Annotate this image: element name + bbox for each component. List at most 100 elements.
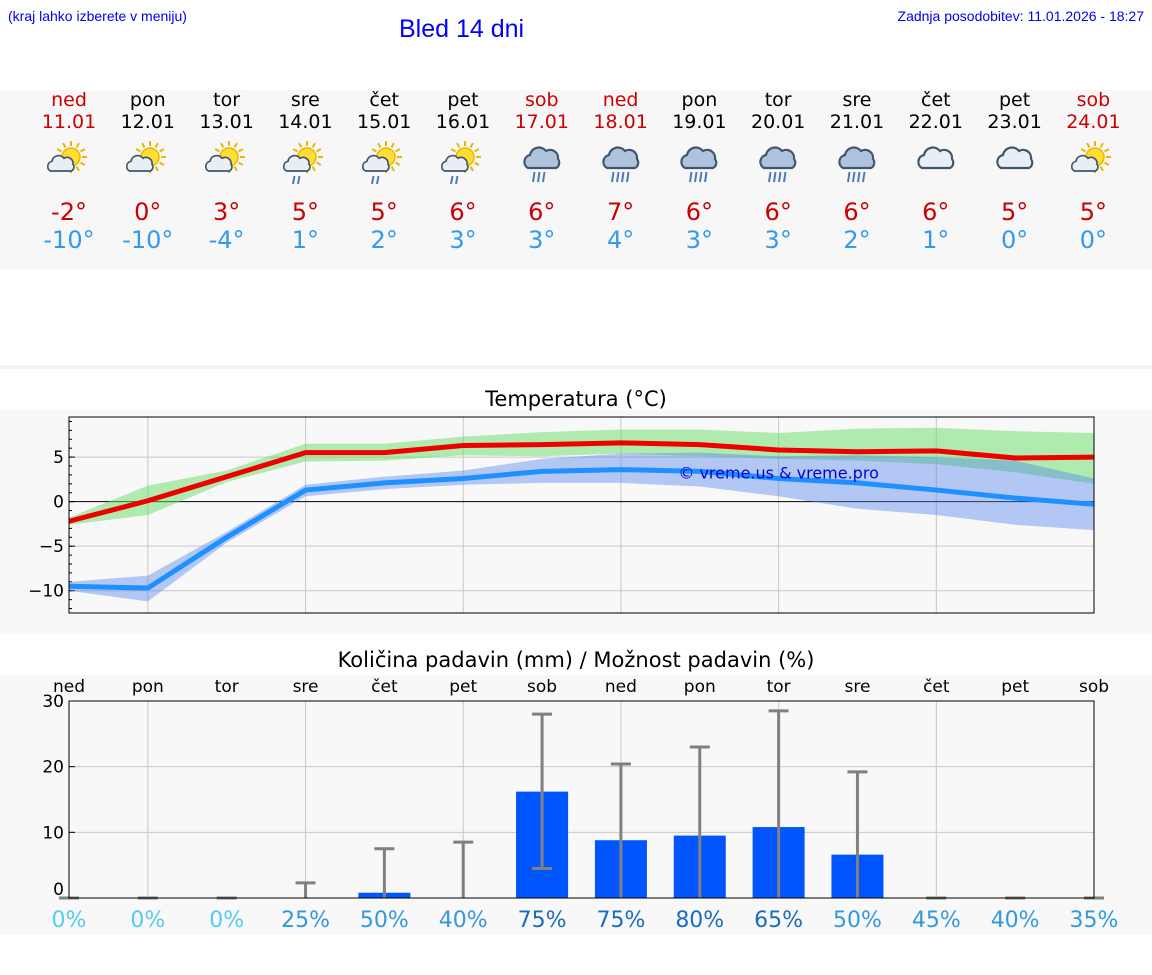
day-date: 22.01 — [908, 111, 963, 133]
last-update-label: Zadnja posodobitev: 11.01.2026 - 18:27 — [897, 8, 1144, 24]
max-temperature: 5° — [1079, 198, 1108, 226]
min-temperature: -10° — [122, 226, 174, 254]
precipitation-chart-title: Količina padavin (mm) / Možnost padavin … — [337, 648, 815, 672]
max-temperature: 7° — [606, 198, 635, 226]
x-day-label: sre — [844, 677, 870, 697]
day-name: ned — [51, 89, 87, 111]
max-temperature: 6° — [449, 198, 477, 226]
day-date: 18.01 — [593, 111, 648, 133]
max-temperature: 0° — [134, 198, 162, 226]
max-temperature: 6° — [764, 198, 792, 226]
cloud-heavy-rain-icon — [756, 140, 802, 186]
day-date: 14.01 — [278, 111, 333, 133]
cloud-heavy-rain-icon — [599, 140, 645, 186]
day-date: 16.01 — [435, 111, 491, 133]
day-date: 19.01 — [672, 111, 727, 133]
day-date: 15.01 — [356, 111, 412, 133]
precipitation-probability: 0% — [209, 908, 244, 933]
y-tick-label: 10 — [42, 823, 64, 843]
sun-cloud-icon — [125, 140, 172, 186]
plot-area — [69, 701, 1094, 898]
precipitation-probability: 50% — [833, 908, 882, 933]
x-day-label: čet — [371, 677, 398, 697]
x-day-label: pet — [1001, 677, 1029, 697]
x-day-label: ned — [605, 677, 637, 697]
sun-cloud-light-rain-icon — [440, 140, 487, 186]
precipitation-probability: 40% — [439, 908, 488, 933]
plot-frame — [68, 416, 1095, 614]
y-tick-label: 0 — [53, 493, 64, 513]
max-temperature: 5° — [291, 198, 320, 226]
x-day-label: pon — [684, 677, 716, 697]
precipitation-error-bar — [295, 881, 316, 898]
y-tick-label: 5 — [53, 448, 64, 468]
sun-cloud-light-rain-icon — [283, 140, 329, 186]
copyright-watermark: © vreme.us & vreme.pro — [678, 463, 879, 482]
min-temperature: 1° — [291, 226, 320, 254]
min-temperature: -10° — [43, 226, 95, 254]
day-name: čet — [921, 89, 951, 111]
x-day-label: ned — [53, 677, 85, 697]
max-temperature: -2° — [51, 198, 87, 226]
min-temperature: 3° — [449, 226, 477, 254]
temperature-chart-title: Temperatura (°C) — [485, 387, 667, 411]
precipitation-probability: 80% — [675, 908, 724, 933]
y-tick-label: 20 — [42, 758, 64, 778]
daily-forecast-row: ned 11.01 -2° -10° pon 12.01 0° -10° tor 13.01 3° -… — [0, 90, 1152, 270]
min-temperature: 0° — [1000, 226, 1029, 254]
min-temperature: 0° — [1079, 226, 1108, 254]
precipitation-error-bar — [847, 770, 868, 898]
day-date: 17.01 — [514, 111, 569, 133]
min-temperature: 3° — [528, 226, 556, 254]
day-date: 21.01 — [829, 111, 885, 133]
cloud-heavy-rain-icon — [677, 140, 723, 186]
min-temperature: 3° — [685, 226, 714, 254]
precipitation-probability: 35% — [1070, 908, 1119, 933]
cloud-heavy-rain-icon — [835, 140, 881, 186]
temperature-chart: 5 0 −5 −10 © vreme.us & vreme.pro — [28, 416, 1095, 614]
precipitation-error-bar — [532, 712, 553, 870]
cloud-rain-icon — [520, 140, 566, 186]
precipitation-error-bar — [374, 847, 395, 898]
max-temperature: 3° — [212, 198, 241, 226]
day-name: pet — [998, 89, 1031, 111]
x-day-label: sob — [1079, 677, 1109, 697]
precipitation-probability: 75% — [518, 908, 567, 933]
day-date: 23.01 — [987, 111, 1042, 133]
x-day-label: sre — [293, 677, 319, 697]
day-name: sre — [290, 89, 320, 111]
day-date: 20.01 — [750, 111, 806, 133]
precipitation-error-bar — [768, 709, 789, 898]
y-tick-label: −5 — [39, 537, 64, 557]
day-name: pon — [129, 89, 166, 111]
plot-frame — [68, 700, 1095, 899]
min-temperature: 4° — [606, 226, 635, 254]
day-date: 13.01 — [199, 111, 254, 133]
day-name: sre — [842, 89, 872, 111]
day-date: 24.01 — [1066, 111, 1121, 133]
x-day-label: čet — [923, 677, 950, 697]
day-date: 11.01 — [41, 111, 97, 133]
max-temperature: 6° — [685, 198, 714, 226]
min-temperature-line — [68, 467, 1095, 591]
max-temperature: 6° — [843, 198, 871, 226]
x-day-label: pon — [132, 677, 164, 697]
cloud-icon — [914, 140, 960, 186]
min-temperature: 2° — [843, 226, 871, 254]
precipitation-chart: 30 20 10 0 ned pon tor sre čet pet sob ned pon tor sre… — [42, 677, 1119, 933]
max-temperature-line — [68, 440, 1095, 524]
cloud-icon — [993, 140, 1039, 186]
max-temperature: 6° — [922, 198, 950, 226]
day-name: čet — [369, 89, 399, 111]
day-name: tor — [213, 89, 241, 111]
day-name: pet — [447, 89, 479, 111]
precipitation-error-bar — [453, 840, 474, 898]
sun-cloud-icon — [204, 140, 251, 186]
max-temperature: 5° — [1000, 198, 1029, 226]
max-temperature: 5° — [370, 198, 398, 226]
max-temperature: 6° — [528, 198, 556, 226]
min-temperature: -4° — [208, 226, 245, 254]
min-temperature: 2° — [370, 226, 398, 254]
precipitation-error-bar — [689, 745, 710, 898]
precipitation-probability: 0% — [52, 908, 87, 933]
